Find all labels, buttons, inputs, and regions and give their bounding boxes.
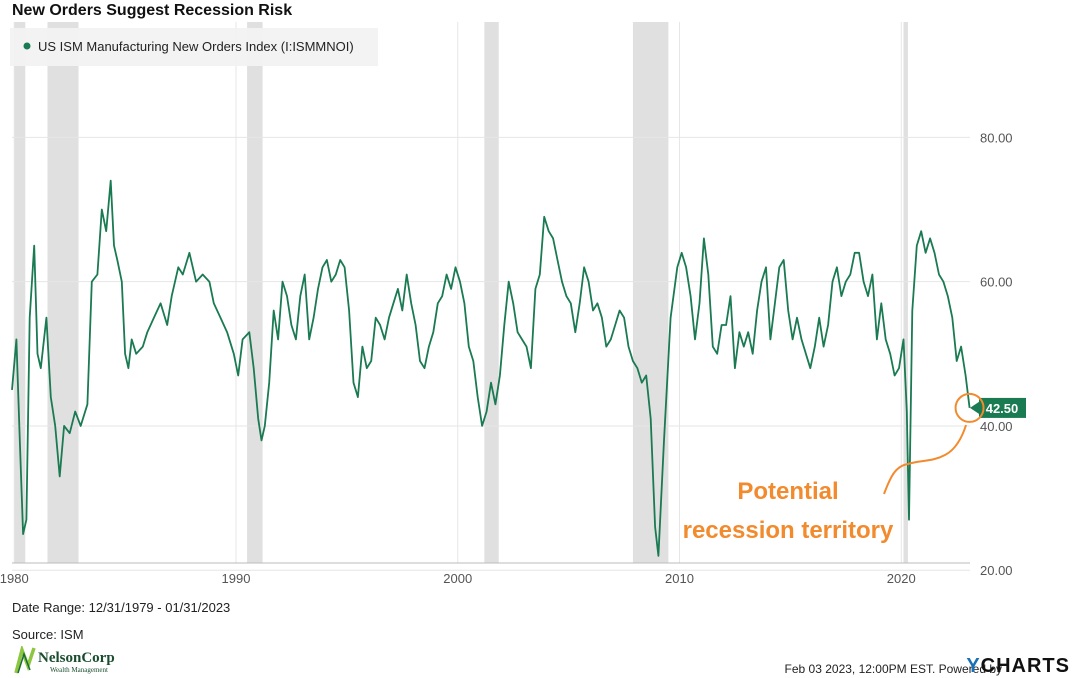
annotation-connector — [883, 424, 967, 495]
x-tick-label: 2000 — [443, 571, 472, 586]
annotation-text: Potential — [737, 478, 838, 505]
last-value-label: 42.50 — [986, 401, 1019, 416]
y-tick-label: 20.00 — [980, 563, 1013, 578]
chart-canvas: 80.00 60.00 40.00 20.00 1980 1990 2000 2010 2020… — [0, 22, 1026, 586]
y-tick-label: 40.00 — [980, 419, 1013, 434]
logo-text: NelsonCorp — [38, 650, 115, 666]
y-tick-label: 80.00 — [980, 130, 1013, 145]
recession-band — [903, 22, 908, 563]
recession-band — [632, 22, 669, 563]
x-tick-label: 1980 — [0, 571, 29, 586]
ycharts-logo[interactable]: YCHARTS — [966, 655, 1070, 678]
axis-labels: 80.00 60.00 40.00 20.00 1980 1990 2000 2010 2020 — [0, 130, 1013, 586]
last-value-badge — [979, 397, 1026, 418]
legend-background — [10, 28, 378, 66]
x-tick-label: 2010 — [665, 571, 694, 586]
recession-band — [14, 22, 26, 563]
chart-title: New Orders Suggest Recession Risk — [12, 2, 293, 19]
y-tick-label: 60.00 — [980, 275, 1013, 290]
recession-band — [47, 22, 79, 563]
legend-label: US ISM Manufacturing New Orders Index (I… — [38, 39, 354, 54]
series-line — [11, 179, 971, 557]
x-tick-label: 2020 — [887, 571, 916, 586]
annotation: 42.50 Potential recession territory — [683, 392, 1026, 544]
recession-band — [484, 22, 499, 563]
grid-lines — [12, 22, 970, 571]
logo-subtext: Wealth Management — [50, 666, 108, 674]
annotation-text: recession territory — [683, 517, 894, 544]
ycharts-logo-prefix: Y — [966, 655, 981, 677]
timestamp-text: Feb 03 2023, 12:00PM EST. Powered by — [784, 662, 1002, 676]
source-text: Source: ISM — [12, 627, 84, 642]
date-range-text: Date Range: 12/31/1979 - 01/31/2023 — [12, 600, 231, 615]
legend[interactable]: US ISM Manufacturing New Orders Index (I… — [10, 28, 378, 66]
ycharts-logo-text: CHARTS — [980, 655, 1070, 677]
highlight-circle — [954, 392, 985, 423]
series-layer — [11, 179, 971, 557]
recession-band — [247, 22, 263, 563]
legend-marker-icon — [23, 42, 31, 50]
nelsoncorp-logo: NelsonCorp Wealth Management — [14, 646, 115, 674]
last-value-pointer-icon — [970, 401, 979, 414]
x-tick-label: 1990 — [222, 571, 251, 586]
